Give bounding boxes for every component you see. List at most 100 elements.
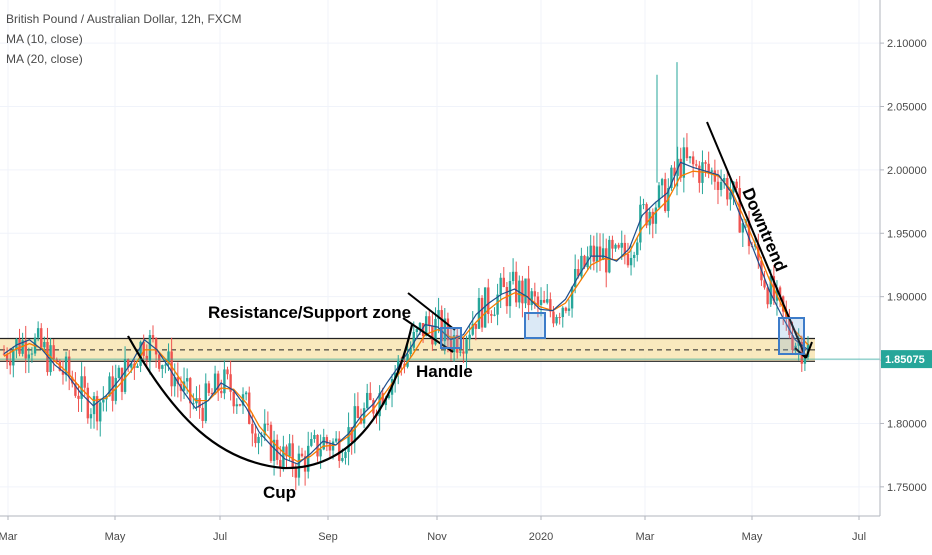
candle-body [61,370,65,375]
candle-body [468,334,471,340]
candle-body [46,342,49,373]
candle-body [673,167,676,176]
candle-body [251,423,254,434]
time-tick-label: Sep [318,531,338,543]
candle-body [291,443,294,469]
candle-body [465,339,468,354]
candle-body [263,423,266,436]
handle-line-top [407,292,456,331]
chart-legend: British Pound / Australian Dollar, 12h, … [6,9,241,69]
candle-body [372,400,375,414]
candle-body [235,404,239,407]
candle-body [456,334,459,353]
candle-body [257,436,260,444]
candle-body [651,211,654,224]
candle-body [189,378,192,404]
candle-body [2,353,6,355]
candle-body [319,449,322,457]
candle-body [719,181,723,191]
candle-body [691,156,695,165]
candle-body [729,192,732,200]
candle-body [803,356,807,364]
candle-body [797,342,800,346]
candle-body [452,334,456,353]
candle-body [679,158,682,178]
candle-body [384,398,388,406]
candle-body [580,255,583,277]
candle-body [294,468,297,478]
candle-body [533,291,537,297]
candle-body [130,363,133,368]
candle-body [660,179,664,186]
candle-body [117,367,121,378]
candle-body [710,170,713,172]
candle-body [605,248,608,273]
time-tick-label: Mar [636,531,655,543]
candle-body [77,395,80,399]
candle-body [158,354,161,369]
candle-body [71,377,74,384]
candle-body [567,308,571,311]
candle-body [331,441,335,451]
candle-body [791,334,794,351]
time-tick-label: Nov [427,531,447,543]
candle-body [474,323,478,329]
candle-body [254,433,257,444]
candle-body [99,402,102,422]
candle-body [201,407,204,421]
candle-body [592,245,596,262]
candle-body [763,280,766,288]
candle-body [123,359,127,392]
candle-body [142,341,145,356]
candle-body [434,318,437,345]
candle-body [654,207,658,224]
candle-body [406,354,409,367]
time-tick-label: May [105,531,126,543]
candle-body [89,414,93,419]
price-tick-label: 1.80000 [887,418,927,430]
candle-body [431,325,434,345]
candle-body [170,351,173,387]
grid [0,0,880,516]
annotation-cup: Cup [263,483,296,502]
candle-body [601,248,605,261]
candle-body [726,177,729,200]
candle-body [564,307,568,311]
candle-body [490,314,493,316]
last-price-label: 1.85075 [885,354,925,366]
candle-body [167,351,170,365]
candle-body [685,147,689,159]
candle-body [511,271,515,282]
candle-body [95,396,99,422]
candle-body [589,245,592,257]
time-tick-label: Mar [0,531,18,543]
candle-body [161,365,164,369]
candle-body [148,335,152,361]
candle-body [716,181,720,191]
candle-body [530,291,533,306]
candle-body [43,342,46,348]
candle-body [297,453,301,478]
candle-body [269,424,273,461]
candle-body [527,278,530,306]
candle-body [424,316,428,337]
candle-body [27,354,31,359]
candle-body [313,434,316,440]
candle-body [338,438,341,461]
candle-body [145,355,148,361]
drawings: Resistance/Support zoneHandleCupDowntren… [0,121,880,502]
candle-body [387,394,391,399]
time-tick-label: Jul [213,531,227,543]
candle-body [279,459,282,468]
candle-body [471,323,474,335]
candle-body [5,354,9,362]
candle-body [356,406,360,418]
candle-body [415,329,419,332]
candle-body [552,311,555,324]
candle-body [636,242,639,255]
candle-body [86,387,90,419]
candle-body [362,408,366,424]
price-tick-label: 2.05000 [887,101,927,113]
candle-body [207,383,211,393]
